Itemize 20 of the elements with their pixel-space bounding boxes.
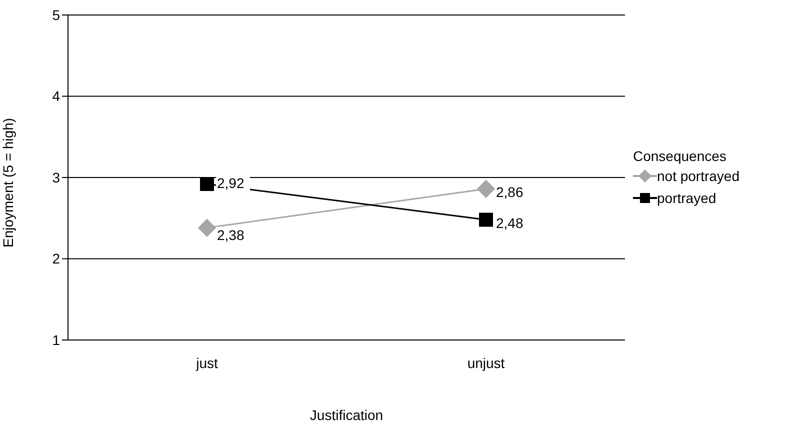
point bbox=[479, 212, 493, 227]
data-label: 2,48 bbox=[496, 214, 524, 231]
y-tick-label: 1 bbox=[52, 332, 60, 348]
point bbox=[198, 218, 216, 237]
legend-label: portrayed bbox=[657, 190, 716, 206]
point bbox=[476, 180, 496, 198]
legend-label: not portrayed bbox=[657, 168, 740, 184]
data-label: 2,92 bbox=[217, 175, 244, 191]
data-label: 2,86 bbox=[496, 184, 524, 200]
point bbox=[200, 177, 214, 191]
y-tick-label: 3 bbox=[52, 169, 60, 186]
y-tick-label: 4 bbox=[52, 88, 60, 104]
y-tick-label: 5 bbox=[52, 6, 60, 23]
legend-title: Consequences bbox=[633, 148, 728, 164]
y-axis-title: Enjoyment (5 = high) bbox=[0, 118, 16, 248]
x-axis-title: Justification bbox=[310, 407, 384, 423]
data-label: 2,38 bbox=[217, 226, 244, 243]
y-tick-label: 2 bbox=[52, 250, 60, 267]
x-tick-label: just bbox=[195, 354, 218, 371]
x-tick-label: unjust bbox=[467, 354, 505, 371]
